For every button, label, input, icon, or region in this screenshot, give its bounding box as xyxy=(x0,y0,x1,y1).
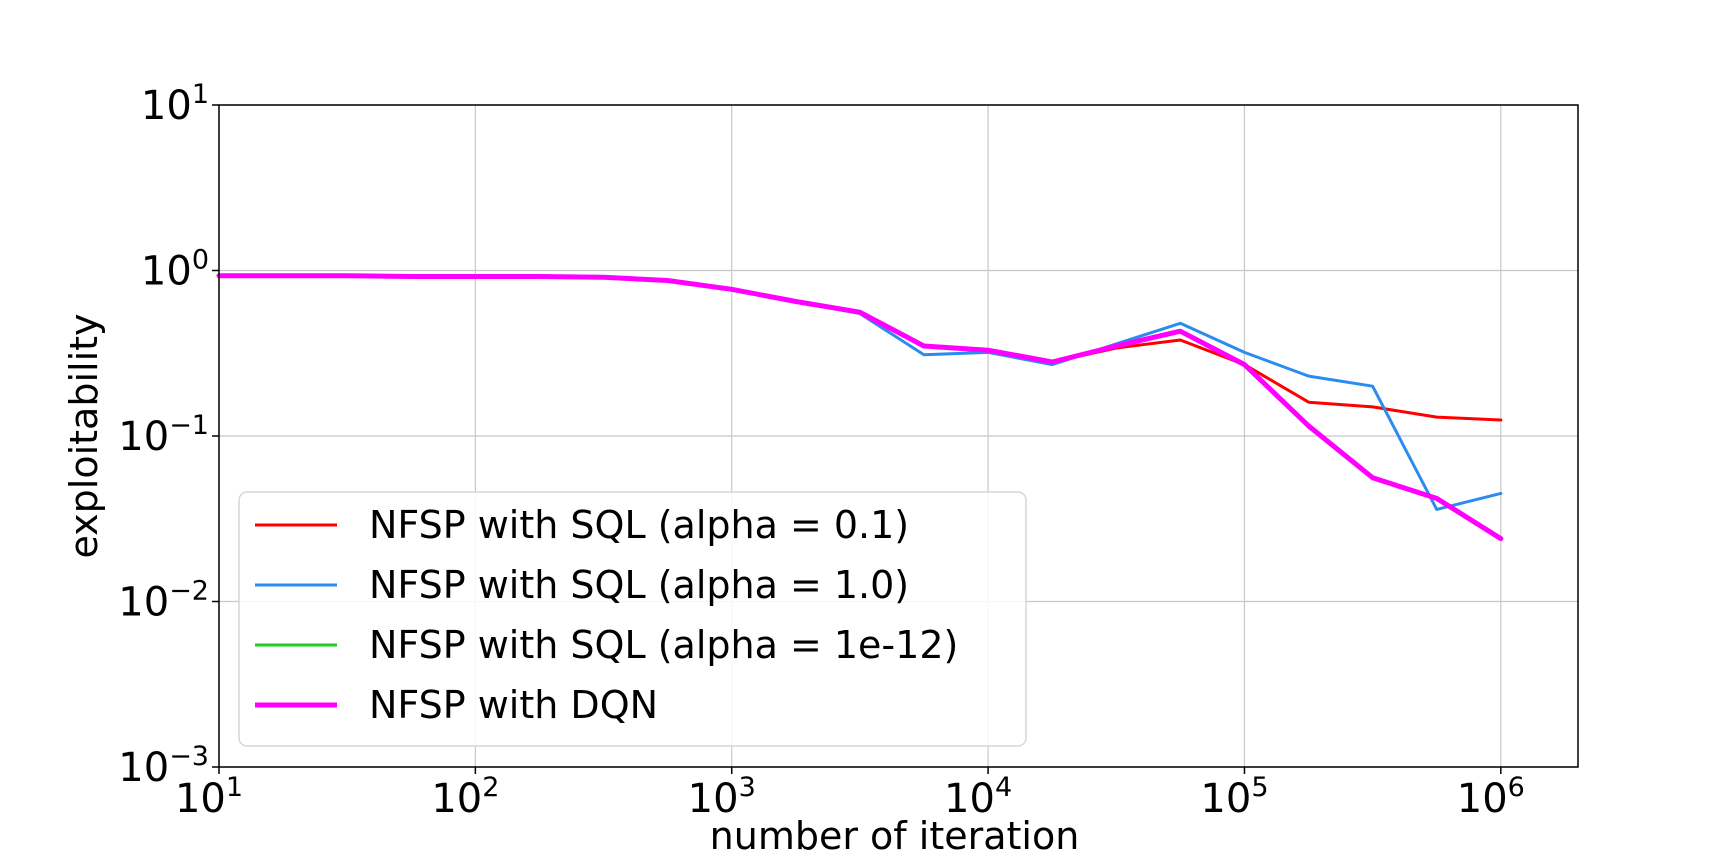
series-line-1 xyxy=(217,274,1503,422)
y-tick-label: 10−2 xyxy=(118,576,209,626)
legend: NFSP with SQL (alpha = 0.1) NFSP with SQL… xyxy=(238,491,1027,747)
x-tick-label: 101 xyxy=(175,772,243,822)
x-tick-label: 106 xyxy=(1457,772,1525,822)
x-tick-label: 105 xyxy=(1200,772,1268,822)
x-tick-label: 103 xyxy=(688,772,756,822)
x-tick-label: 104 xyxy=(944,772,1012,822)
x-axis-label: number of iteration xyxy=(710,814,1080,858)
y-axis-label: exploitability xyxy=(62,313,106,558)
legend-label: NFSP with SQL (alpha = 1.0) xyxy=(369,563,909,607)
y-axis-ticks: 101 100 10−1 10−2 10−3 xyxy=(118,79,219,791)
legend-label: NFSP with SQL (alpha = 0.1) xyxy=(369,503,909,547)
legend-label: NFSP with SQL (alpha = 1e-12) xyxy=(369,623,958,667)
x-axis-ticks: 101 102 103 104 105 106 xyxy=(175,767,1525,822)
series-lines xyxy=(216,273,1504,542)
y-tick-label: 101 xyxy=(141,79,209,129)
legend-box xyxy=(238,491,1027,747)
y-tick-label: 10−1 xyxy=(118,410,209,460)
legend-label: NFSP with DQN xyxy=(369,683,658,727)
series-line-4 xyxy=(216,273,1504,542)
y-tick-label: 10−3 xyxy=(118,741,209,791)
y-tick-label: 100 xyxy=(141,245,209,295)
x-tick-label: 102 xyxy=(431,772,499,822)
